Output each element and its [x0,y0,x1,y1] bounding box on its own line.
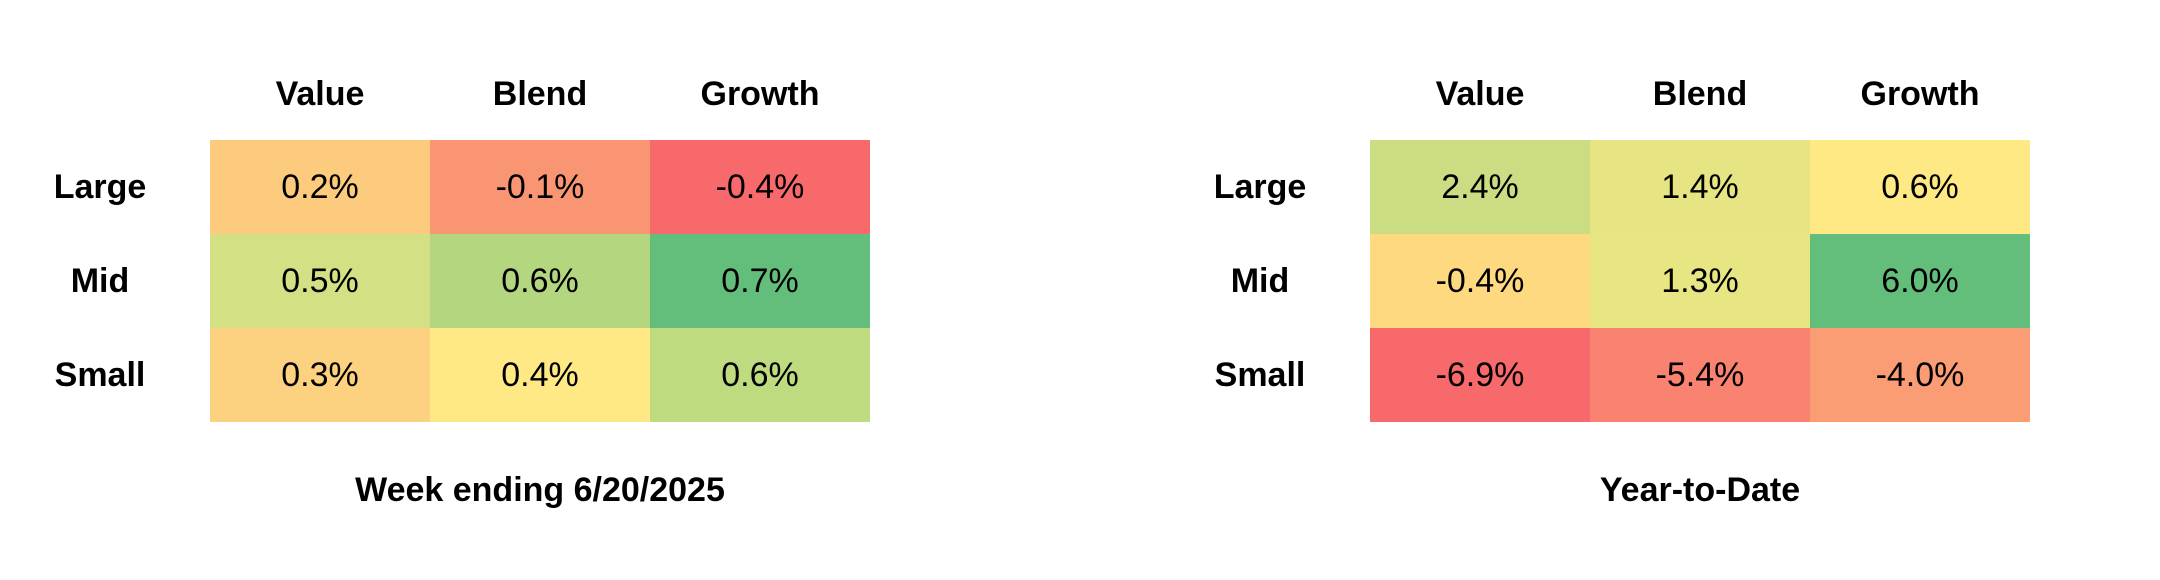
heatmap-cell-mid-growth: 0.7% [650,234,870,328]
column-header-growth: Growth [700,75,820,113]
heatmap-cell-large-growth: 0.6% [1810,140,2030,234]
heatmap-cell-small-growth: -4.0% [1810,328,2030,422]
heatmap-cell-mid-blend: 0.6% [430,234,650,328]
heatmap-cell-mid-value: -0.4% [1370,234,1590,328]
row-header-large: Large [1213,168,1307,206]
row-header-small: Small [1214,356,1306,394]
heatmap-cell-mid-value: 0.5% [210,234,430,328]
heatmap-cell-small-value: 0.3% [210,328,430,422]
row-header-mid: Mid [70,262,130,300]
heatmap-cell-large-blend: -0.1% [430,140,650,234]
heatmap-ytd-panel: Value Blend Growth Large 2.4% 1.4% 0.6% Mid -0.4… [1160,0,2040,580]
column-header-blend: Blend [1652,75,1748,113]
chart-title: Week ending 6/20/2025 [355,471,725,509]
heatmap-cell-large-blend: 1.4% [1590,140,1810,234]
heatmap-cell-small-blend: 0.4% [430,328,650,422]
row-header-small: Small [54,356,146,394]
heatmap-cell-large-value: 0.2% [210,140,430,234]
heatmap-cell-mid-growth: 6.0% [1810,234,2030,328]
row-header-mid: Mid [1230,262,1290,300]
row-header-large: Large [53,168,147,206]
column-header-value: Value [1435,75,1525,113]
chart-title: Year-to-Date [1599,471,1801,509]
column-header-blend: Blend [492,75,588,113]
heatmap-cell-small-blend: -5.4% [1590,328,1810,422]
column-header-growth: Growth [1860,75,1980,113]
heatmap-cell-small-growth: 0.6% [650,328,870,422]
heatmap-cell-large-value: 2.4% [1370,140,1590,234]
heatmap-cell-mid-blend: 1.3% [1590,234,1810,328]
heatmap-cell-large-growth: -0.4% [650,140,870,234]
heatmap-cell-small-value: -6.9% [1370,328,1590,422]
heatmap-week-panel: Value Blend Growth Large 0.2% -0.1% -0.4% Mid 0.… [0,0,880,580]
column-header-value: Value [275,75,365,113]
